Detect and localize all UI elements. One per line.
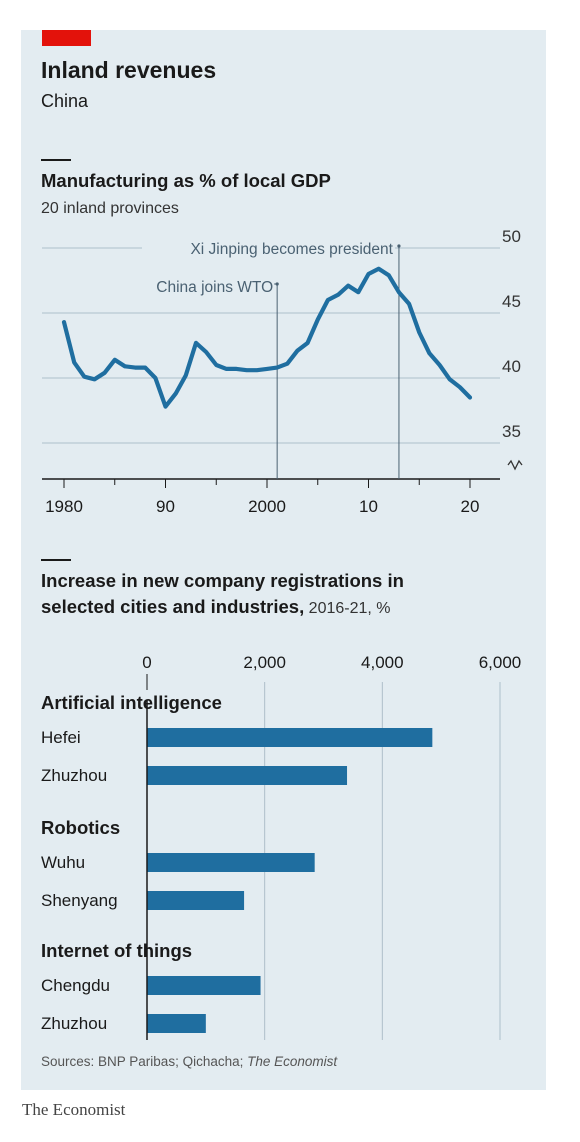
category-label: Zhuzhou [41,1014,107,1033]
y-tick-label: 45 [502,292,521,311]
annotation-label-wto: China joins WTO [156,279,273,296]
chart2-rule [41,559,71,561]
x-tick-label: 4,000 [361,653,404,672]
x-tick-label: 20 [461,497,480,516]
x-tick-label: 90 [156,497,175,516]
y-tick-label: 35 [502,422,521,441]
y-tick-label: 50 [502,227,521,246]
x-tick-label: 10 [359,497,378,516]
chart2-title-line2: selected cities and industries, 2016-21,… [41,596,391,617]
bar [147,891,245,910]
x-tick-label: 1980 [45,497,83,516]
category-label: Zhuzhou [41,766,107,785]
bar [147,766,348,785]
group-label: Internet of things [41,940,192,961]
bar [147,728,433,747]
chart1-subtitle: 20 inland provinces [41,200,179,217]
bar [147,976,261,995]
chart2-title-line1: Increase in new company registrations in [41,570,404,591]
page-subtitle: China [41,91,89,111]
annotation-label-xi: Xi Jinping becomes president [190,241,393,258]
bar [147,853,315,872]
x-tick-label: 0 [142,653,151,672]
page-title: Inland revenues [41,57,217,83]
category-label: Hefei [41,728,81,747]
x-tick-label: 6,000 [479,653,522,672]
group-label: Robotics [41,817,120,838]
category-label: Shenyang [41,891,118,910]
bar [147,1014,206,1033]
chart1-title: Manufacturing as % of local GDP [41,170,331,191]
category-label: Chengdu [41,976,110,995]
publisher-footer: The Economist [22,1100,126,1119]
sources-note: Sources: BNP Paribas; Qichacha; The Econ… [41,1054,338,1069]
brand-tag [42,30,91,46]
chart-panel [21,30,546,1090]
y-tick-label: 40 [502,357,521,376]
x-tick-label: 2,000 [243,653,286,672]
axis-break-icon [507,459,523,471]
x-tick-label: 2000 [248,497,286,516]
annotation-dot-xi [397,244,401,248]
group-label: Artificial intelligence [41,692,222,713]
chart1-rule [41,159,71,161]
category-label: Wuhu [41,853,85,872]
series-line-manufacturing [61,266,473,409]
annotation-label-bg [142,236,395,254]
